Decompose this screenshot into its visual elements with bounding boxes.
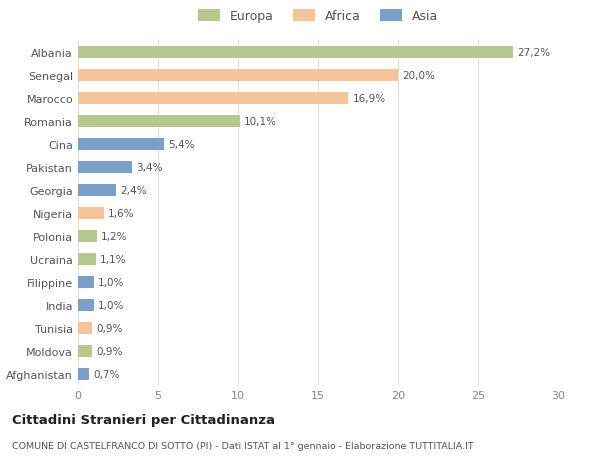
- Bar: [78, 115, 239, 128]
- Bar: [78, 230, 97, 243]
- Text: 1,0%: 1,0%: [98, 300, 124, 310]
- Text: 2,4%: 2,4%: [121, 185, 147, 196]
- Text: 10,1%: 10,1%: [244, 117, 277, 127]
- Bar: [78, 368, 89, 381]
- Bar: [78, 69, 398, 82]
- Text: 1,2%: 1,2%: [101, 231, 128, 241]
- Bar: [78, 138, 164, 151]
- Text: 20,0%: 20,0%: [402, 71, 435, 81]
- Bar: [78, 46, 513, 59]
- Legend: Europa, Africa, Asia: Europa, Africa, Asia: [193, 5, 443, 28]
- Text: 0,7%: 0,7%: [93, 369, 119, 379]
- Bar: [78, 322, 92, 335]
- Bar: [78, 207, 104, 220]
- Bar: [78, 276, 94, 289]
- Text: 1,0%: 1,0%: [98, 277, 124, 287]
- Bar: [78, 253, 95, 266]
- Text: 0,9%: 0,9%: [97, 323, 123, 333]
- Text: 5,4%: 5,4%: [169, 140, 195, 150]
- Text: COMUNE DI CASTELFRANCO DI SOTTO (PI) - Dati ISTAT al 1° gennaio - Elaborazione T: COMUNE DI CASTELFRANCO DI SOTTO (PI) - D…: [12, 441, 473, 450]
- Text: Cittadini Stranieri per Cittadinanza: Cittadini Stranieri per Cittadinanza: [12, 413, 275, 426]
- Text: 27,2%: 27,2%: [517, 48, 550, 58]
- Bar: [78, 161, 133, 174]
- Bar: [78, 92, 349, 105]
- Text: 1,6%: 1,6%: [107, 208, 134, 218]
- Text: 3,4%: 3,4%: [136, 162, 163, 173]
- Text: 0,9%: 0,9%: [97, 346, 123, 356]
- Bar: [78, 184, 116, 197]
- Text: 16,9%: 16,9%: [352, 94, 386, 104]
- Text: 1,1%: 1,1%: [100, 254, 126, 264]
- Bar: [78, 345, 92, 358]
- Bar: [78, 299, 94, 312]
